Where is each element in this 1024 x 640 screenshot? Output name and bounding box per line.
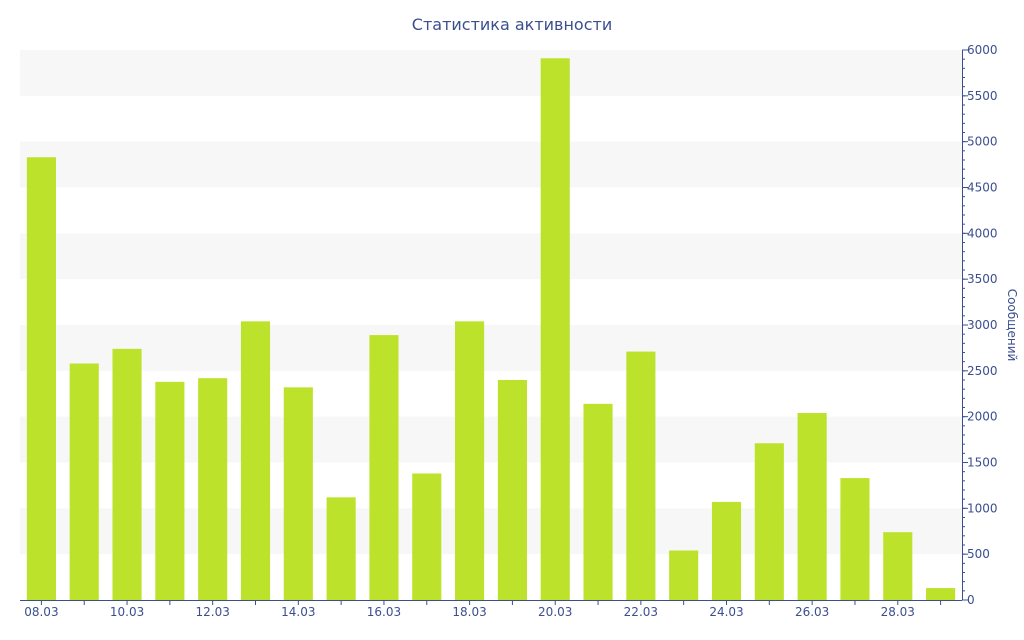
- bar-15.03: [326, 497, 356, 600]
- bar-26.03: [797, 413, 827, 600]
- bar-29.03: [926, 588, 956, 600]
- bar-20.03: [540, 58, 570, 600]
- bar-23.03: [669, 550, 699, 600]
- x-tick-label: 14.03: [281, 605, 315, 619]
- y-tick-label: 3000: [967, 318, 998, 332]
- bar-22.03: [626, 351, 656, 600]
- grid-band: [20, 233, 962, 280]
- y-axis-title: Сообщений: [1005, 289, 1019, 362]
- bar-12.03: [198, 378, 228, 600]
- bar-19.03: [497, 380, 527, 600]
- x-tick-label: 24.03: [709, 605, 743, 619]
- bar-17.03: [412, 473, 442, 600]
- bar-08.03: [26, 157, 56, 600]
- y-tick-label: 2000: [967, 410, 998, 424]
- x-tick-label: 12.03: [196, 605, 230, 619]
- y-tick-label: 1500: [967, 456, 998, 470]
- y-tick-label: 0: [967, 593, 975, 607]
- x-tick-label: 22.03: [624, 605, 658, 619]
- x-tick-label: 20.03: [538, 605, 572, 619]
- y-tick-label: 5500: [967, 89, 998, 103]
- bar-27.03: [840, 478, 870, 600]
- y-tick-label: 3500: [967, 272, 998, 286]
- bar-18.03: [455, 321, 485, 600]
- y-tick-label: 6000: [967, 43, 998, 57]
- y-tick-label: 5000: [967, 135, 998, 149]
- bar-09.03: [69, 363, 99, 600]
- x-tick-label: 08.03: [24, 605, 58, 619]
- bar-21.03: [583, 403, 613, 600]
- x-tick-label: 16.03: [367, 605, 401, 619]
- bar-14.03: [283, 387, 313, 600]
- bar-24.03: [711, 501, 742, 600]
- bar-10.03: [112, 348, 142, 600]
- y-tick-label: 2500: [967, 364, 998, 378]
- grid-band: [20, 141, 962, 188]
- grid-band: [20, 50, 962, 96]
- y-tick-label: 4500: [967, 181, 998, 195]
- bar-28.03: [883, 532, 913, 600]
- chart-title: Статистика активности: [411, 15, 613, 34]
- y-tick-label: 500: [967, 547, 990, 561]
- bar-13.03: [240, 321, 271, 600]
- bar-11.03: [155, 381, 185, 600]
- x-tick-label: 10.03: [110, 605, 144, 619]
- y-tick-label: 1000: [967, 501, 998, 515]
- bar-16.03: [369, 335, 399, 600]
- x-tick-label: 26.03: [795, 605, 829, 619]
- y-tick-label: 4000: [967, 226, 998, 240]
- x-tick-label: 18.03: [452, 605, 486, 619]
- x-tick-label: 28.03: [881, 605, 915, 619]
- grid-band: [20, 325, 962, 371]
- bar-25.03: [754, 443, 784, 600]
